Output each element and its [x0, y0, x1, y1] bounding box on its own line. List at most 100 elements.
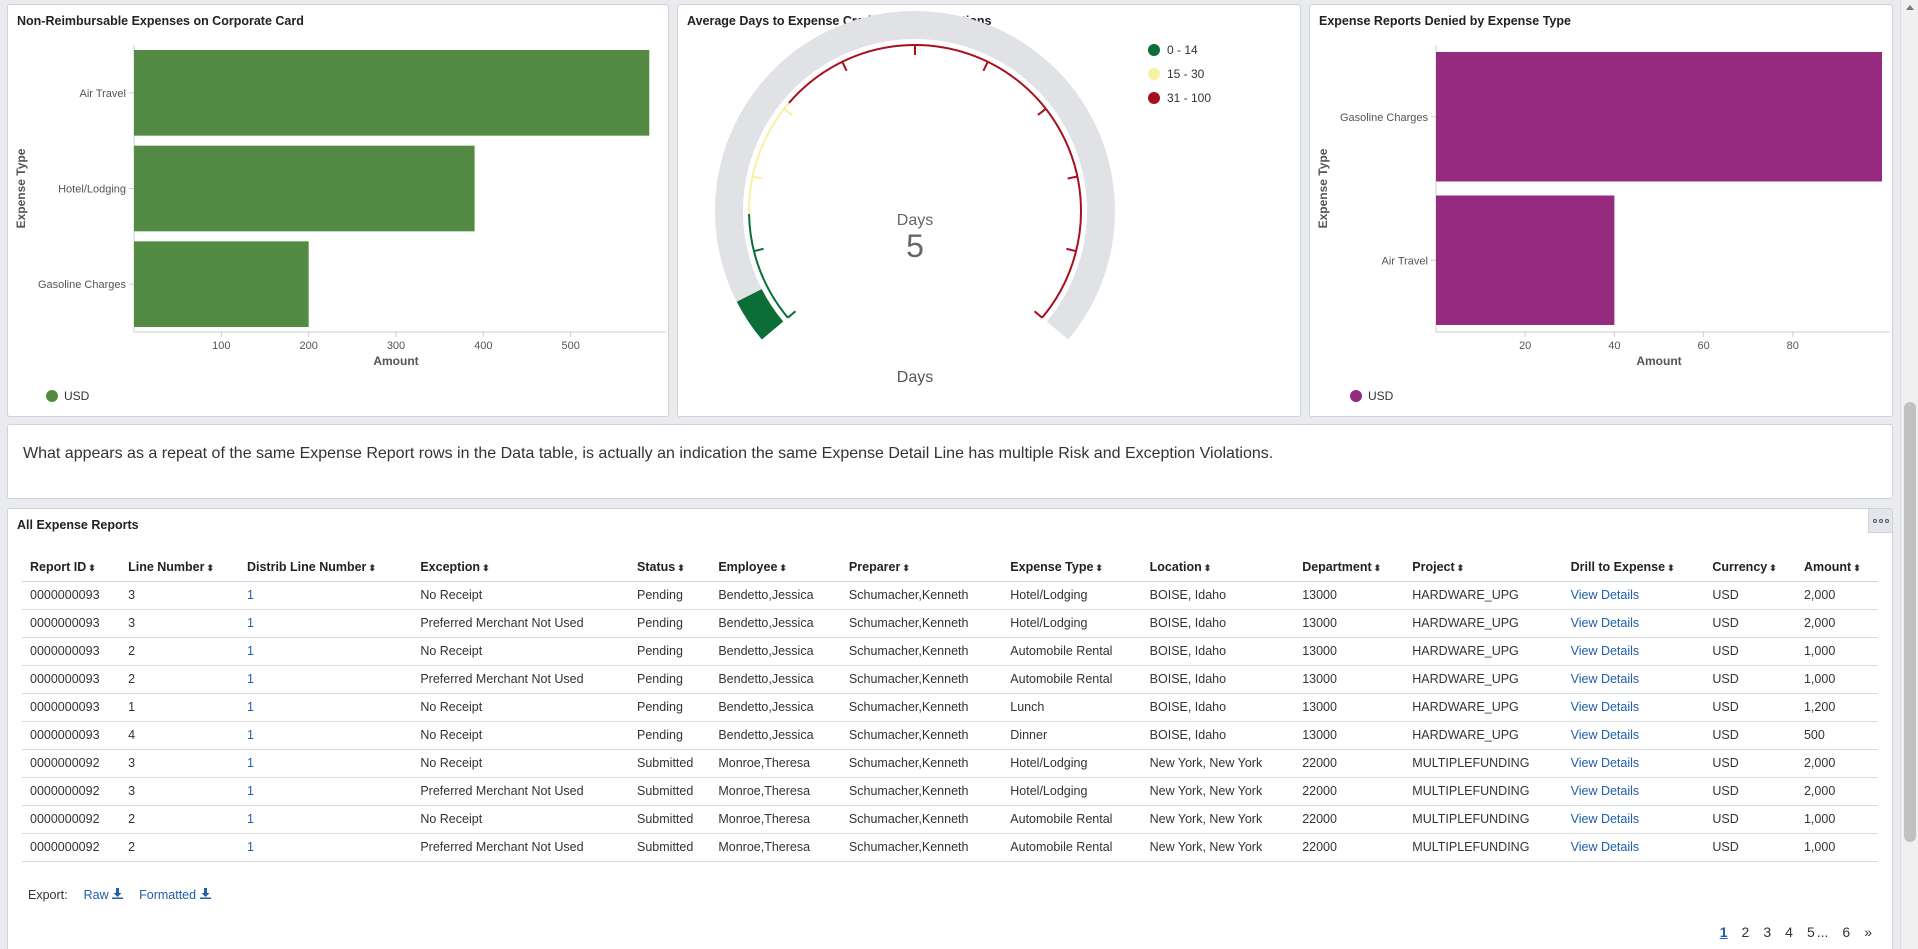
column-header[interactable]: Currency ⬍: [1704, 553, 1796, 582]
legend-marker[interactable]: [1350, 390, 1362, 402]
table-cell[interactable]: 1: [238, 637, 413, 666]
page-button[interactable]: 3: [1763, 924, 1772, 940]
legend-label[interactable]: 31 - 100: [1167, 91, 1211, 105]
export-raw-link[interactable]: Raw: [84, 888, 124, 902]
column-header[interactable]: Employee ⬍: [710, 553, 841, 582]
page-scrollbar[interactable]: [1900, 0, 1918, 949]
sort-icon[interactable]: ⬍: [1203, 562, 1212, 573]
sort-icon[interactable]: ⬍: [677, 562, 685, 573]
legend-label[interactable]: 15 - 30: [1167, 67, 1205, 81]
tick-label: 80: [1787, 340, 1799, 352]
table-cell[interactable]: View Details: [1562, 609, 1705, 638]
table-cell: 3: [120, 581, 239, 610]
sort-icon[interactable]: ⬍: [1853, 562, 1861, 573]
sort-icon[interactable]: ⬍: [1456, 562, 1465, 573]
table-cell: Hotel/Lodging: [1002, 777, 1142, 806]
column-header[interactable]: Project ⬍: [1404, 553, 1563, 582]
table-cell[interactable]: View Details: [1562, 777, 1705, 806]
bar[interactable]: [1436, 52, 1882, 182]
table-cell[interactable]: 1: [238, 721, 413, 750]
table-row: 0000000092 2 1 Preferred Merchant Not Used S…: [22, 833, 1878, 862]
column-header[interactable]: Line Number ⬍: [120, 553, 239, 582]
column-header[interactable]: Amount ⬍: [1795, 553, 1878, 582]
sort-icon[interactable]: ⬍: [206, 562, 215, 573]
page-button[interactable]: 1: [1719, 924, 1728, 940]
table-cell[interactable]: 1: [238, 665, 413, 694]
table-cell: USD: [1704, 749, 1796, 778]
table-cell[interactable]: View Details: [1562, 665, 1705, 694]
table-cell: 4: [120, 721, 239, 750]
table-cell[interactable]: View Details: [1562, 637, 1705, 666]
sort-icon[interactable]: ⬍: [1667, 562, 1675, 573]
sort-icon[interactable]: ⬍: [1373, 562, 1382, 573]
expense-reports-table: Report ID ⬍ Line Number ⬍ Distrib Line Numbe…: [22, 553, 1878, 862]
column-header[interactable]: Exception ⬍: [412, 553, 630, 582]
legend-label[interactable]: USD: [64, 389, 90, 403]
column-header[interactable]: Location ⬍: [1141, 553, 1295, 582]
bar[interactable]: [134, 50, 650, 136]
sort-icon[interactable]: ⬍: [902, 562, 910, 573]
legend-label[interactable]: USD: [1368, 389, 1394, 403]
column-header[interactable]: Status ⬍: [629, 553, 711, 582]
table-cell[interactable]: View Details: [1562, 581, 1705, 610]
legend-marker[interactable]: [1148, 68, 1160, 80]
page-button[interactable]: 6: [1842, 924, 1851, 940]
bar[interactable]: [1436, 195, 1615, 326]
sort-icon[interactable]: ⬍: [482, 562, 490, 573]
sort-icon[interactable]: ⬍: [368, 562, 376, 573]
page-button[interactable]: 5: [1806, 924, 1815, 940]
bar[interactable]: [134, 241, 309, 327]
scroll-thumb[interactable]: [1904, 402, 1916, 842]
table-cell: 0000000092: [22, 805, 121, 834]
table-cell[interactable]: 1: [238, 693, 413, 722]
page-button[interactable]: 2: [1741, 924, 1750, 940]
legend-marker[interactable]: [1148, 92, 1160, 104]
bar[interactable]: [134, 145, 475, 232]
legend-marker[interactable]: [46, 390, 58, 402]
export-formatted-link[interactable]: Formatted: [139, 888, 211, 902]
sort-icon[interactable]: ⬍: [1769, 562, 1777, 573]
table-cell[interactable]: 1: [238, 749, 413, 778]
table-cell[interactable]: 1: [238, 777, 413, 806]
legend-label[interactable]: 0 - 14: [1167, 43, 1198, 57]
column-header[interactable]: Department ⬍: [1294, 553, 1405, 582]
table-cell: Hotel/Lodging: [1002, 609, 1142, 638]
column-header[interactable]: Distrib Line Number ⬍: [238, 553, 413, 582]
column-header[interactable]: Preparer ⬍: [840, 553, 1003, 582]
table-cell[interactable]: View Details: [1562, 805, 1705, 834]
table-cell[interactable]: View Details: [1562, 749, 1705, 778]
category-label: Air Travel: [80, 88, 126, 100]
column-header[interactable]: Report ID ⬍: [22, 553, 121, 582]
table-row: 0000000092 3 1 No Receipt Submitted Monroe,Th…: [22, 749, 1878, 778]
table-cell[interactable]: 1: [238, 833, 413, 862]
table-cell: 0000000092: [22, 777, 121, 806]
table-cell: 13000: [1294, 665, 1405, 694]
tick-label: 100: [212, 340, 230, 352]
sort-icon[interactable]: ⬍: [88, 562, 96, 573]
table-cell[interactable]: 1: [238, 581, 413, 610]
sort-icon[interactable]: ⬍: [1095, 562, 1103, 573]
table-cell: USD: [1704, 581, 1796, 610]
table-cell[interactable]: 1: [238, 609, 413, 638]
column-header[interactable]: Drill to Expense ⬍: [1562, 553, 1705, 582]
table-cell[interactable]: 1: [238, 805, 413, 834]
page-button[interactable]: 4: [1785, 924, 1793, 940]
table-cell: New York, New York: [1141, 833, 1295, 862]
sort-icon[interactable]: ⬍: [779, 562, 787, 573]
table-cell: 2: [120, 665, 239, 694]
table-cell: Preferred Merchant Not Used: [412, 609, 630, 638]
scroll-up-icon[interactable]: [1906, 5, 1914, 10]
more-options-button[interactable]: [1868, 509, 1892, 533]
table-cell: 13000: [1294, 637, 1405, 666]
table-cell: 0000000093: [22, 581, 121, 610]
legend-marker[interactable]: [1148, 44, 1160, 56]
chart-panel-non-reimbursable: Non-Reimbursable Expenses on Corporate C…: [7, 4, 669, 417]
table-cell: 3: [120, 777, 239, 806]
table-cell: USD: [1704, 777, 1796, 806]
table-cell[interactable]: View Details: [1562, 833, 1705, 862]
next-page-button[interactable]: »: [1864, 924, 1872, 940]
table-cell[interactable]: View Details: [1562, 693, 1705, 722]
table-cell: Pending: [629, 637, 711, 666]
column-header[interactable]: Expense Type ⬍: [1002, 553, 1142, 582]
table-cell[interactable]: View Details: [1562, 721, 1705, 750]
